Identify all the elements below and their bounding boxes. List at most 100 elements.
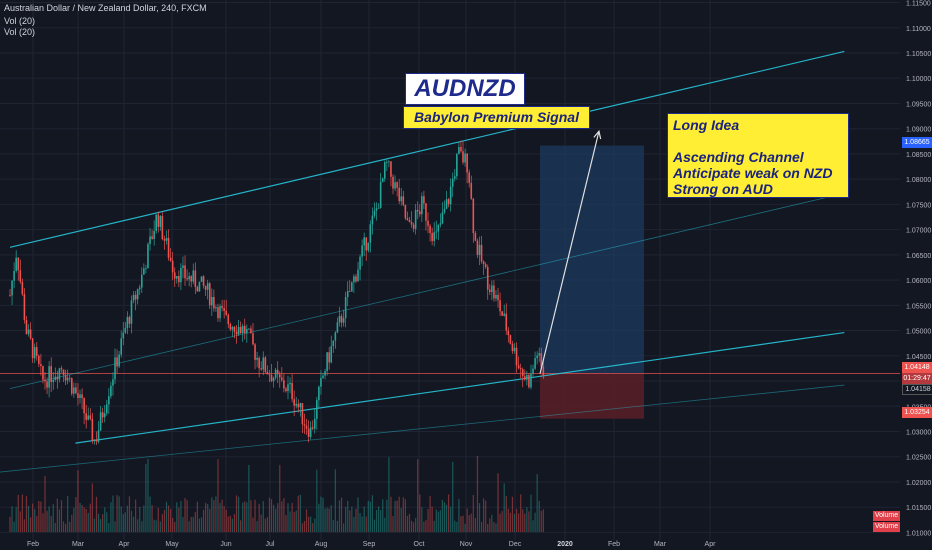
volume-bar (118, 496, 120, 532)
candle-body (491, 285, 493, 293)
volume-bar (163, 510, 166, 532)
volume-bar (417, 459, 419, 532)
volume-bar (483, 498, 485, 532)
candle-body (466, 153, 468, 173)
volume-bar (110, 502, 112, 532)
candle-body (320, 377, 322, 387)
volume-bar (87, 512, 89, 532)
candle-body (272, 377, 275, 382)
candle-body (126, 317, 129, 329)
candle-body (227, 314, 230, 325)
volume-bar (353, 516, 355, 532)
volume-bar (268, 497, 271, 532)
volume-bar (223, 506, 225, 532)
candle-body (264, 357, 267, 372)
volume-bar (384, 517, 386, 532)
candle-body (482, 261, 485, 265)
volume-bar (170, 509, 172, 532)
candle-body (540, 353, 543, 367)
candle-body (528, 374, 530, 388)
idea-line-3: Ascending Channel (673, 149, 804, 165)
candle-body (21, 281, 24, 295)
candle-body (443, 208, 446, 213)
candle-body (431, 232, 433, 242)
x-tick-label: Nov (460, 541, 473, 548)
volume-bar (328, 508, 330, 532)
volume-bar (194, 512, 196, 532)
candle-body (153, 230, 155, 239)
volume-indicator-label-2[interactable]: Vol (20) (4, 27, 36, 37)
volume-bar (485, 500, 487, 532)
trade-zones (0, 145, 900, 419)
volume-indicator-label[interactable]: Vol (20) (4, 16, 36, 26)
candle-body (178, 276, 180, 283)
candle-body (11, 280, 13, 296)
candle-body (363, 237, 365, 246)
volume-bar (147, 458, 149, 532)
volume-bar (275, 508, 277, 532)
volume-bar (180, 501, 182, 532)
candle-body (73, 387, 75, 394)
volume-bar (126, 505, 128, 532)
volume-bar (334, 469, 336, 532)
candle-body (313, 418, 316, 429)
time-axis: Feb Mar Apr May Jun Jul Aug Sep Oct Nov Dec 2020 Feb… (27, 541, 716, 548)
volume-bar (79, 502, 81, 532)
volume-bar (349, 510, 351, 532)
volume-bar (155, 520, 157, 532)
candle-body (468, 172, 471, 183)
candle-body (13, 271, 15, 281)
volume-bar (528, 511, 530, 532)
y-tick-label: 1.04500 (906, 354, 931, 361)
candle-body (46, 381, 48, 388)
candle-body (346, 291, 349, 298)
volume-bar (124, 512, 126, 532)
candle-body (470, 182, 473, 199)
volume-bar (178, 507, 180, 532)
volume-bar (431, 506, 433, 532)
volume-bar (217, 459, 219, 532)
volume-bar (254, 499, 256, 532)
volume-bar (122, 513, 124, 532)
channel-lines (0, 50, 845, 473)
volume-bar (207, 504, 209, 532)
candle-body (283, 380, 285, 389)
volume-bar (390, 496, 392, 532)
volume-bar (215, 496, 217, 532)
volume-bar (392, 516, 394, 532)
volume-bar (225, 509, 227, 532)
candle-body (155, 214, 158, 231)
candle-body (114, 357, 116, 380)
volume-bar (433, 520, 435, 532)
volume-bar (108, 523, 110, 532)
y-tick-label: 1.07000 (906, 228, 931, 235)
volume-bar (336, 520, 339, 532)
candle-body (326, 352, 328, 372)
volume-bar (408, 513, 411, 532)
volume-bar (324, 508, 326, 532)
candle-body (252, 333, 254, 345)
candle-body (511, 343, 514, 352)
candle-body (99, 412, 102, 431)
volume-bar (11, 506, 13, 532)
candle-body (83, 398, 85, 414)
candle-body (509, 335, 512, 344)
volume-bar (211, 497, 213, 532)
volume-bar (443, 502, 446, 532)
signal-note[interactable]: Babylon Premium Signal (403, 106, 590, 129)
candle-body (44, 379, 46, 382)
candle-body (66, 377, 69, 381)
candle-body (149, 236, 151, 245)
volume-bar (281, 501, 283, 532)
candle-body (441, 212, 444, 224)
candle-body (299, 403, 302, 408)
volume-bar (153, 519, 155, 532)
candle-body (425, 203, 427, 221)
volume-bar (394, 500, 396, 532)
volume-bar (427, 509, 429, 532)
volume-bar (291, 502, 293, 532)
candle-body (303, 424, 306, 426)
ticker-note[interactable]: AUDNZD (405, 73, 525, 105)
idea-note[interactable]: Long Idea Ascending Channel Anticipate w… (667, 113, 849, 198)
